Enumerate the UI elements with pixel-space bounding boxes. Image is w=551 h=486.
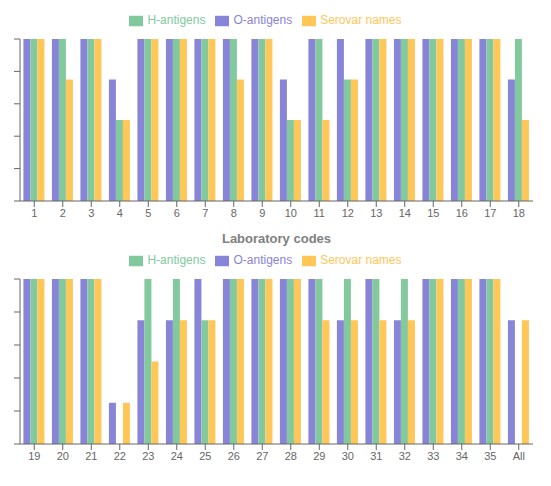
svg-text:18: 18	[513, 207, 525, 219]
svg-text:30: 30	[342, 450, 354, 462]
svg-text:12: 12	[342, 207, 354, 219]
svg-text:8: 8	[231, 207, 237, 219]
html-text:Serovar names: Serovar names	[320, 13, 402, 27]
svg-text:21: 21	[85, 450, 97, 462]
svg-text:29: 29	[313, 450, 325, 462]
svg-text:23: 23	[142, 450, 154, 462]
svg-text:4: 4	[117, 207, 123, 219]
svg-text:6: 6	[174, 207, 180, 219]
svg-text:17: 17	[484, 207, 496, 219]
svg-text:3: 3	[88, 207, 94, 219]
svg-text:34: 34	[456, 450, 468, 462]
svg-text:22: 22	[114, 450, 126, 462]
svg-text:24: 24	[171, 450, 183, 462]
svg-text:11: 11	[314, 207, 325, 219]
svg-text:31: 31	[370, 450, 382, 462]
svg-text:27: 27	[256, 450, 268, 462]
svg-text:19: 19	[28, 450, 40, 462]
svg-text:14: 14	[399, 207, 411, 219]
html-text:O-antigens: O-antigens	[233, 253, 293, 267]
svg-text:16: 16	[456, 207, 468, 219]
svg-text:5: 5	[145, 207, 151, 219]
svg-text:10: 10	[285, 207, 297, 219]
html-text:O-antigens: O-antigens	[233, 13, 293, 27]
svg-text:26: 26	[228, 450, 240, 462]
svg-text:28: 28	[285, 450, 297, 462]
svg-text:2: 2	[60, 207, 66, 219]
svg-text:Laboratory codes: Laboratory codes	[222, 231, 331, 246]
svg-text:32: 32	[399, 450, 411, 462]
svg-text:33: 33	[427, 450, 439, 462]
html-text:H-antigens: H-antigens	[147, 253, 206, 267]
svg-text:7: 7	[202, 207, 208, 219]
html-text:Serovar names: Serovar names	[320, 253, 402, 267]
svg-text:13: 13	[370, 207, 382, 219]
svg-text:20: 20	[57, 450, 69, 462]
svg-text:9: 9	[259, 207, 265, 219]
svg-text:1: 1	[31, 207, 37, 219]
svg-text:All: All	[513, 450, 525, 462]
svg-text:25: 25	[199, 450, 211, 462]
svg-text:35: 35	[484, 450, 496, 462]
svg-text:15: 15	[427, 207, 439, 219]
html-text:H-antigens: H-antigens	[147, 13, 206, 27]
